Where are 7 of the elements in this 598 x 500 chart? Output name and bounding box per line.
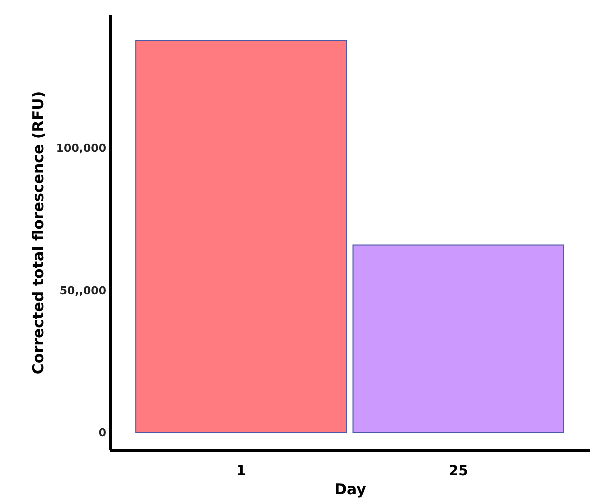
y-tick-label: 0 <box>98 426 107 440</box>
y-tick-label: 50,,000 <box>60 284 107 298</box>
y-axis-title: Corrected total florescence (RFU) <box>29 91 48 375</box>
x-tick-label: 25 <box>448 464 468 480</box>
y-tick-label: 100,000 <box>56 142 107 156</box>
x-tick-label: 1 <box>236 464 246 480</box>
x-axis-title: Day <box>334 480 367 498</box>
